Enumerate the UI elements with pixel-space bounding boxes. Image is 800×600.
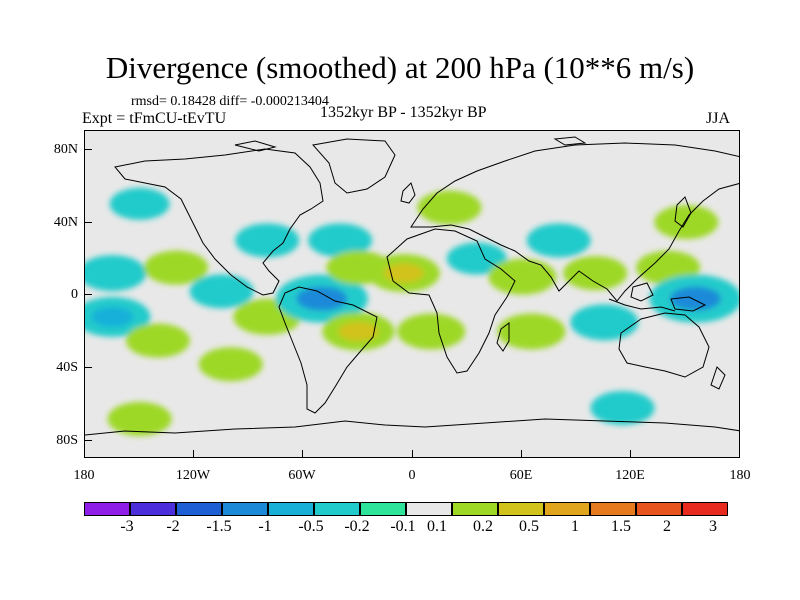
colorbar-label: 0.5 <box>519 518 539 535</box>
lon-tick-label: 60E <box>509 468 533 483</box>
field-cell <box>526 223 591 258</box>
field-cell-core <box>503 267 542 286</box>
lat-tick-mark <box>84 367 92 368</box>
lon-tick-label: 60W <box>288 468 316 483</box>
field-cell-core <box>248 307 286 326</box>
lat-tick-label: 80N <box>53 142 78 157</box>
coast-australia <box>618 312 710 378</box>
season-label: JJA <box>706 110 731 127</box>
lon-tick-mark <box>630 450 631 458</box>
lon-tick-mark <box>412 450 413 458</box>
colorbar-label: -3 <box>120 518 134 535</box>
colorbar-label: -1 <box>258 518 272 535</box>
field-cell <box>417 190 482 225</box>
field-cell <box>107 401 172 436</box>
colorbar-label: 2 <box>663 518 671 535</box>
coast-indonesia <box>608 298 676 312</box>
lon-tick-label: 0 <box>408 468 416 483</box>
lon-tick-label: 120E <box>615 468 645 483</box>
period-label: 1352kyr BP - 1352kyr BP <box>320 104 487 121</box>
field-cell-core <box>296 286 348 311</box>
lon-tick-mark <box>193 450 194 458</box>
colorbar-label: 1.5 <box>611 518 631 535</box>
colorbar-swatch <box>268 502 314 516</box>
coast-japan <box>674 196 692 228</box>
colorbar-label: -0.5 <box>298 518 324 535</box>
colorbar-swatch <box>130 502 176 516</box>
lon-tick-label: 180 <box>729 468 751 483</box>
plot-title: Divergence (smoothed) at 200 hPa (10**6 … <box>105 50 695 85</box>
coast-arctic-islands <box>234 136 587 152</box>
map-canvas <box>85 131 739 457</box>
colorbar-swatch <box>222 502 268 516</box>
coast-south-america <box>278 286 378 414</box>
colorbar-label: -0.1 <box>390 518 416 535</box>
stats-label: rmsd= 0.18428 diff= -0.000213404 <box>131 94 329 109</box>
coast-antarctica <box>85 418 739 436</box>
lat-tick-label: 40N <box>53 215 78 230</box>
colorbar-label: -0.2 <box>344 518 370 535</box>
coastlines <box>85 136 739 436</box>
field-cell-core <box>91 306 134 327</box>
field-cell-core <box>512 322 551 341</box>
colorbar <box>84 502 728 516</box>
field-cell <box>144 250 209 285</box>
colorbar-label: 0.2 <box>473 518 493 535</box>
field-cell <box>308 223 373 258</box>
field-cell-core <box>412 322 450 341</box>
coast-new-zealand <box>710 366 726 390</box>
colorbar-swatch <box>544 502 590 516</box>
colorbar-swatch <box>498 502 544 516</box>
colorbar-label: 3 <box>709 518 717 535</box>
field-cell-core <box>93 264 132 283</box>
field-cell <box>125 323 190 358</box>
colorbar-swatch <box>636 502 682 516</box>
colorbar-swatch <box>360 502 406 516</box>
colorbar-label: -2 <box>166 518 180 535</box>
lon-tick-label: 180 <box>73 468 95 483</box>
field-cell <box>563 256 628 291</box>
colorbar-swatch <box>176 502 222 516</box>
lat-tick-label: 40S <box>56 360 78 375</box>
coast-africa <box>386 228 516 374</box>
lon-tick-label: 120W <box>175 468 211 483</box>
field-cell <box>109 187 170 220</box>
field-cell <box>235 223 300 258</box>
coast-new-guinea <box>670 296 707 312</box>
lat-tick-mark <box>84 222 92 223</box>
coast-greenland <box>312 138 396 194</box>
field-cell-core <box>338 321 379 341</box>
field-cell-core <box>384 263 424 283</box>
colorbar-swatch <box>590 502 636 516</box>
colorbar-swatch <box>314 502 360 516</box>
field-cell <box>446 242 507 275</box>
field-cell <box>590 390 655 425</box>
coast-north-america <box>114 148 324 296</box>
colorbar-label: 1 <box>571 518 579 535</box>
colorbar-label: -1.5 <box>206 518 232 535</box>
field-cell-core <box>585 313 624 332</box>
lat-tick-mark <box>84 149 92 150</box>
coast-borneo <box>630 282 654 302</box>
divergence-field <box>85 187 739 436</box>
lon-tick-mark <box>521 450 522 458</box>
coast-eurasia <box>410 142 739 302</box>
lat-tick-mark <box>84 294 92 295</box>
lat-tick-label: 0 <box>71 287 78 302</box>
colorbar-swatch <box>406 502 452 516</box>
lat-tick-mark <box>84 440 92 441</box>
lat-tick-label: 80S <box>56 433 78 448</box>
colorbar-swatch <box>682 502 728 516</box>
colorbar-swatch <box>452 502 498 516</box>
coast-madagascar <box>496 322 510 352</box>
field-cell-core <box>670 286 721 311</box>
experiment-label: Expt = tFmCU-tEvTU <box>82 110 227 127</box>
field-cell <box>189 274 254 309</box>
lon-tick-mark <box>302 450 303 458</box>
colorbar-swatch <box>84 502 130 516</box>
map-panel <box>84 130 740 458</box>
coast-british-isles <box>400 182 416 204</box>
colorbar-label: 0.1 <box>427 518 447 535</box>
field-cell <box>198 347 263 382</box>
